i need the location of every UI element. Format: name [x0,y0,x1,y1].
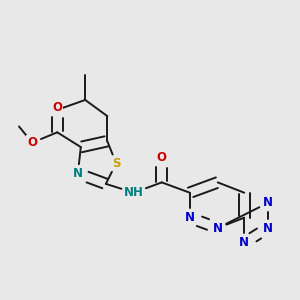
Text: N: N [213,221,223,235]
Text: O: O [52,101,62,114]
Text: N: N [185,211,195,224]
Text: O: O [27,136,37,149]
Text: S: S [112,157,120,170]
Text: N: N [263,196,273,209]
Text: NH: NH [124,186,144,199]
Text: N: N [239,236,249,249]
Text: O: O [157,151,167,164]
Text: N: N [263,221,273,235]
Text: N: N [73,167,83,180]
